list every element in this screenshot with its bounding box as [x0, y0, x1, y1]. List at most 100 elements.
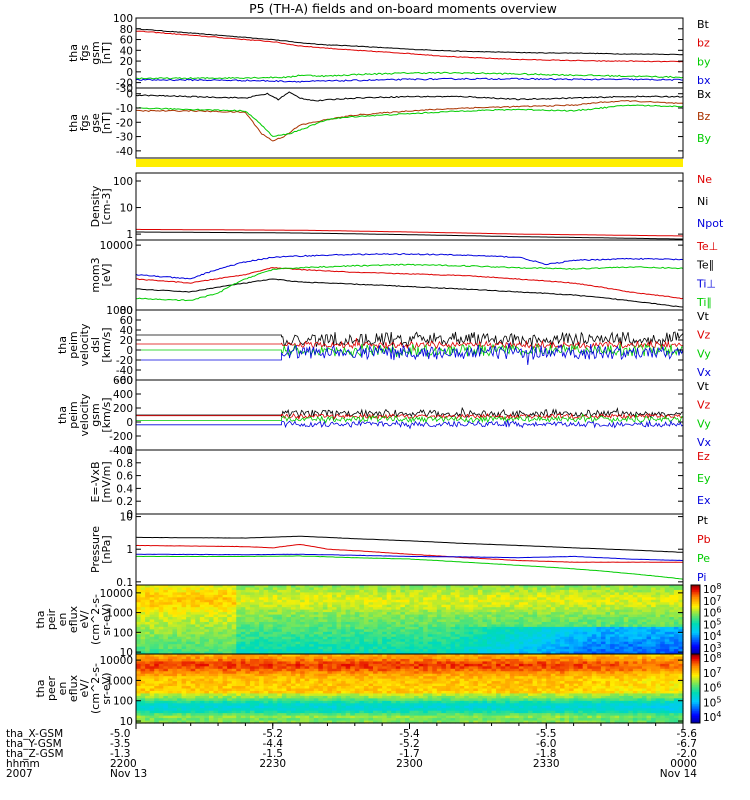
series-Pb	[135, 543, 684, 563]
y-tick-label: 40	[120, 325, 133, 337]
y-tick-label: 400	[113, 389, 133, 401]
y-axis-label: tha	[56, 336, 69, 354]
y-axis-label: [km/s]	[100, 397, 113, 432]
y-tick-label: 10	[120, 512, 133, 524]
x-tick-label: -5.0	[110, 728, 131, 740]
y-axis-label: fgs	[78, 44, 91, 61]
legend-entry: By	[697, 132, 712, 145]
legend-entry: Vx	[697, 366, 712, 379]
legend-entry: Bt	[697, 18, 710, 31]
y-axis-label: fgs	[78, 114, 91, 131]
y-tick-label: 60	[120, 35, 133, 47]
series-Pe	[136, 555, 684, 580]
legend-entry: Bz	[697, 110, 711, 123]
series-Vx	[136, 419, 684, 430]
series-Ti∥	[135, 263, 684, 302]
x-tick-label: -5.2	[263, 728, 284, 740]
y-axis-label: [mV/m]	[100, 461, 113, 502]
legend-entry: Ey	[697, 472, 711, 485]
x-tick-label: -4.4	[263, 738, 284, 750]
y-tick-label: -20	[116, 78, 133, 90]
y-tick-label: 60	[120, 315, 133, 327]
panel-status-bar	[136, 159, 683, 167]
y-axis-label: Pressure	[89, 526, 102, 573]
y-axis-label: [cm-3]	[100, 188, 113, 224]
colorbar-tick-label: 104	[703, 710, 721, 724]
y-tick-label: 1000	[106, 675, 133, 687]
series-By	[135, 104, 684, 137]
legend-entry: Te⊥	[696, 240, 718, 253]
series-Te∥	[135, 278, 684, 308]
y-axis-label: peir	[45, 608, 58, 630]
x-tick-label: -6.0	[536, 738, 557, 750]
y-axis-label: gse	[89, 113, 102, 133]
y-tick-label: 40	[120, 45, 133, 57]
y-tick-label: 0	[126, 417, 133, 429]
legend-entry: Pt	[697, 514, 709, 527]
y-axis-label: gsm	[89, 403, 102, 426]
x-tick-label: -2.0	[677, 748, 698, 760]
y-axis-label: tha	[34, 610, 47, 628]
panel-efield: 10.80.60.40.20 E=-VxB[mV/m] Ez Ey Ex	[89, 445, 711, 521]
series-by	[135, 71, 684, 80]
x-tick-label: -5.2	[399, 738, 420, 750]
x-tick-label: 2200	[110, 758, 137, 770]
legend-entry: Ez	[697, 450, 710, 463]
y-axis-label: dsl	[89, 337, 102, 353]
y-tick-label: 1	[126, 445, 133, 457]
x-axis-row-label: hhmm	[6, 758, 40, 770]
y-tick-label: 0.8	[116, 458, 133, 470]
y-axis-label: sr-eV)	[100, 603, 113, 635]
y-tick-label: 0.2	[116, 496, 133, 508]
y-tick-label: 200	[113, 403, 133, 415]
legend-entry: Vx	[697, 436, 712, 449]
y-axis-label: tha	[67, 44, 80, 62]
y-axis-label: [nPa]	[100, 535, 113, 563]
legend-entry: Vy	[697, 417, 711, 430]
x-axis-row-label: 2007	[6, 768, 33, 780]
series-Pt	[135, 535, 684, 553]
y-axis-label: tha	[34, 679, 47, 697]
y-tick-label: 20	[120, 56, 133, 68]
y-tick-label: -40	[116, 146, 133, 158]
legend-entry: Npot	[697, 217, 724, 230]
y-tick-label: 100	[113, 696, 133, 708]
panel-peir-spectrogram: 10810710610510410310000100010010thapeire…	[34, 582, 721, 659]
legend-entry: Ni	[697, 195, 708, 208]
series-Ne	[136, 228, 683, 237]
y-tick-label: 20	[120, 335, 133, 347]
y-axis-label: mom3	[89, 257, 102, 292]
y-axis-label: Density	[89, 185, 102, 227]
y-axis-label: E=-VxB	[89, 461, 102, 502]
legend-entry: Ex	[697, 494, 711, 507]
plot-frame	[135, 239, 684, 311]
legend-entry: bx	[697, 74, 711, 87]
colorbar-tick-label: 105	[703, 695, 721, 709]
y-tick-label: 10000	[100, 588, 133, 600]
series-Vy	[136, 413, 684, 424]
y-tick-label: -200	[109, 431, 133, 443]
y-axis-label: [nT]	[100, 42, 113, 64]
x-tick-label: -1.8	[536, 748, 557, 760]
y-axis-label: tha	[67, 114, 80, 132]
legend-entry: Ti∥	[696, 296, 712, 309]
y-axis-label: velocity	[78, 323, 91, 366]
y-tick-label: -30	[116, 83, 133, 95]
legend-entry: Vz	[697, 399, 711, 412]
peir-spectrogram-cells	[136, 585, 684, 655]
x-tick-label: 2230	[259, 758, 286, 770]
y-tick-label: 100	[113, 13, 133, 25]
y-tick-label: 80	[120, 24, 133, 36]
y-axis-label: [nT]	[100, 112, 113, 134]
legend-entry: Pe	[697, 552, 710, 565]
y-axis-label: en	[56, 613, 69, 627]
y-tick-label: 10000	[100, 655, 133, 667]
y-axis-label: (cm^2-s-	[89, 594, 102, 645]
y-axis-label: gsm	[89, 41, 102, 64]
y-tick-label: -20	[116, 355, 133, 367]
series-Vz	[136, 412, 684, 421]
